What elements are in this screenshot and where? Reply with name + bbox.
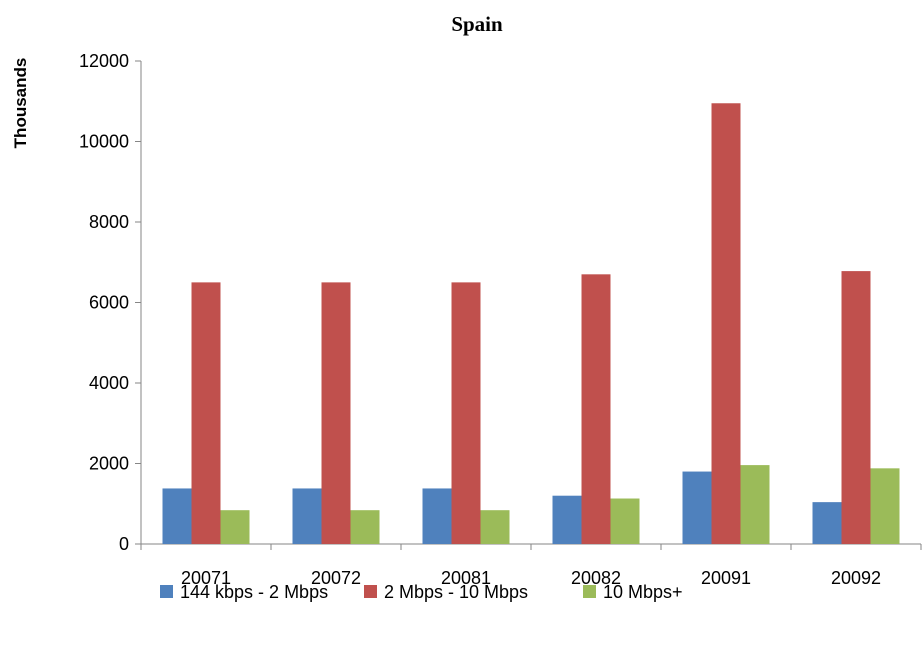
bar-1-20081: [423, 488, 452, 544]
y-tick-label: 4000: [89, 373, 129, 393]
legend-swatch: [364, 585, 377, 598]
y-tick-label: 12000: [79, 51, 129, 71]
y-axis-label: Thousands: [11, 58, 30, 149]
bar-3-20072: [351, 510, 380, 544]
bar-2-20071: [192, 282, 221, 544]
y-tick-label: 0: [119, 534, 129, 554]
bar-3-20091: [741, 465, 770, 544]
bar-2-20091: [712, 103, 741, 544]
legend-label: 10 Mbps+: [603, 582, 683, 602]
bar-1-20092: [813, 502, 842, 544]
y-tick-label: 2000: [89, 454, 129, 474]
x-tick-label: 20092: [831, 568, 881, 588]
legend-label: 144 kbps - 2 Mbps: [180, 582, 328, 602]
bar-1-20071: [163, 488, 192, 544]
bar-3-20081: [481, 510, 510, 544]
bar-3-20082: [611, 499, 640, 544]
bar-3-20092: [871, 468, 900, 544]
y-tick-label: 8000: [89, 212, 129, 232]
legend-swatch: [160, 585, 173, 598]
bar-1-20091: [683, 472, 712, 544]
chart-title: Spain: [451, 12, 503, 36]
bar-1-20082: [553, 496, 582, 544]
bar-1-20072: [293, 488, 322, 544]
x-tick-label: 20091: [701, 568, 751, 588]
bar-2-20082: [582, 274, 611, 544]
legend-swatch: [583, 585, 596, 598]
y-tick-label: 10000: [79, 132, 129, 152]
legend-label: 2 Mbps - 10 Mbps: [384, 582, 528, 602]
bar-2-20092: [842, 271, 871, 544]
bar-3-20071: [221, 510, 250, 544]
y-tick-label: 6000: [89, 293, 129, 313]
bar-2-20081: [452, 282, 481, 544]
legend: 144 kbps - 2 Mbps 2 Mbps - 10 Mbps 10 Mbps…: [160, 582, 683, 602]
bar-2-20072: [322, 282, 351, 544]
